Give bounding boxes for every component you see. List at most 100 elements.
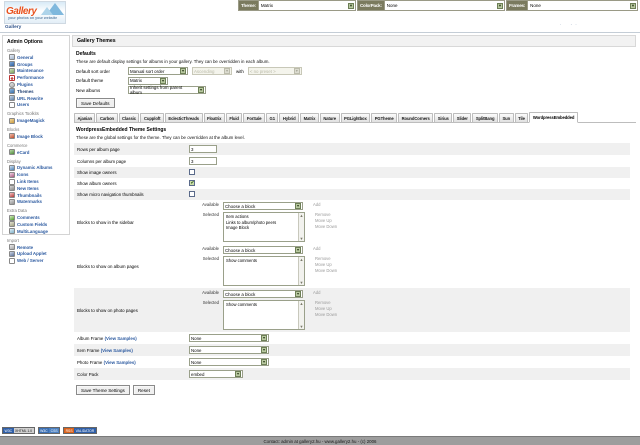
chevron-down-icon[interactable]: ▼: [180, 68, 186, 74]
chevron-down-icon[interactable]: ▼: [295, 247, 301, 253]
list-item[interactable]: Item actions: [226, 214, 249, 219]
blocks-sidebar-available-select[interactable]: Choose a block ▼: [223, 202, 303, 210]
colorpack-selector-group[interactable]: ColorPack: None ▼: [357, 0, 505, 11]
badge-xhtml[interactable]: W3C XHTML 1.0: [2, 427, 35, 434]
blocks-photo-move-up-link[interactable]: Move Up: [315, 306, 332, 311]
sidebar-item-ecard[interactable]: eCard: [6, 149, 67, 156]
preset-select[interactable]: < no preset > ▼: [247, 67, 302, 75]
chevron-down-icon[interactable]: ▼: [295, 291, 301, 297]
blocks-photo-selected-list[interactable]: Show comments ▲ ▼: [223, 300, 305, 330]
cols-per-page-input[interactable]: [189, 157, 217, 165]
blocks-photo-remove-link[interactable]: Remove: [315, 300, 331, 305]
tab-classic[interactable]: Classic: [118, 113, 140, 122]
sidebar-item-link-items[interactable]: Link Items: [6, 178, 67, 185]
new-albums-select[interactable]: Inherit settings from parent album ▼: [128, 85, 206, 95]
item-frame-view-samples-link[interactable]: (View Samples): [100, 347, 133, 353]
list-item[interactable]: Links to album/photo peers: [226, 219, 277, 225]
tab-eclecticthreads[interactable]: EclecticThreads: [164, 113, 203, 122]
photo-frame-select[interactable]: None ▼: [189, 358, 269, 366]
tab-splitbang[interactable]: SplitBang: [472, 113, 498, 122]
show-album-owners-checkbox[interactable]: [189, 180, 195, 186]
sidebar-item-themes[interactable]: Themes: [6, 88, 67, 95]
list-item[interactable]: Show comments: [226, 258, 257, 263]
tab-matrix[interactable]: Matrix: [300, 113, 319, 122]
blocks-sidebar-add-link[interactable]: Add: [313, 202, 321, 207]
chevron-down-icon[interactable]: ▼: [261, 359, 267, 365]
color-pack-select[interactable]: embed ▼: [189, 370, 243, 378]
tab-hybrid[interactable]: Hybrid: [279, 113, 300, 122]
sidebar-item-url-rewrite[interactable]: URL Rewrite: [6, 95, 67, 102]
chevron-down-icon[interactable]: ▼: [235, 371, 241, 377]
blocks-album-move-down-link[interactable]: Move Down: [315, 268, 338, 273]
show-micro-nav-checkbox[interactable]: [189, 191, 195, 197]
chevron-down-icon[interactable]: ▼: [348, 2, 354, 9]
default-sort-order-select[interactable]: Manual sort order ▼: [128, 67, 188, 75]
reset-button[interactable]: Reset: [132, 385, 155, 395]
blocks-album-move-up-link[interactable]: Move Up: [315, 262, 332, 267]
theme-select[interactable]: Matrix ▼: [257, 1, 355, 10]
tab-ajanian[interactable]: Ajanian: [74, 113, 96, 122]
save-theme-settings-button[interactable]: Save Theme Settings: [76, 385, 130, 395]
sidebar-item-upload-applet[interactable]: Upload Applet: [6, 250, 67, 257]
chevron-down-icon[interactable]: ▼: [293, 68, 300, 74]
save-defaults-button[interactable]: Save Defaults: [76, 98, 115, 108]
chevron-down-icon[interactable]: ▼: [261, 335, 267, 341]
sidebar-item-maintenance[interactable]: Maintenance: [6, 67, 67, 75]
breadcrumb[interactable]: Gallery: [5, 25, 22, 30]
chevron-down-icon[interactable]: ▼: [295, 203, 301, 209]
sidebar-item-plugins[interactable]: Plugins: [6, 81, 67, 88]
sidebar-item-performance[interactable]: ❖ Performance: [6, 74, 67, 81]
list-item[interactable]: Show comments: [226, 302, 257, 307]
tab-fluid[interactable]: Fluid: [225, 113, 243, 122]
blocks-sidebar-remove-link[interactable]: Remove: [315, 212, 331, 217]
tab-nature[interactable]: Nature: [319, 113, 340, 122]
sidebar-item-users[interactable]: Users: [6, 101, 67, 108]
chevron-down-icon[interactable]: ▼: [497, 2, 503, 9]
tab-sun[interactable]: Sun: [498, 113, 514, 122]
sidebar-item-groups[interactable]: Groups: [6, 61, 67, 68]
sidebar-item-custom-fields[interactable]: Custom Fields: [6, 221, 67, 228]
tab-sirius[interactable]: Sirius: [434, 113, 453, 122]
sidebar-item-web-server[interactable]: Web / Server: [6, 257, 67, 264]
blocks-sidebar-move-down-link[interactable]: Move Down: [315, 224, 338, 229]
sidebar-item-new-items[interactable]: New Items: [6, 185, 67, 192]
badge-rss[interactable]: RSS VALIDATOR: [63, 427, 97, 434]
blocks-sidebar-move-up-link[interactable]: Move Up: [315, 218, 332, 223]
sidebar-item-dynamic-albums[interactable]: Dynamic Albums: [6, 164, 67, 172]
list-item[interactable]: Image Block: [226, 225, 250, 230]
item-frame-select[interactable]: None ▼: [189, 346, 269, 354]
album-frame-view-samples-link[interactable]: (View Samples): [104, 335, 137, 341]
tab-floatrix[interactable]: Floatrix: [203, 113, 225, 122]
frames-select[interactable]: None ▼: [527, 1, 637, 10]
tab-pgtheme[interactable]: PGTheme: [371, 113, 398, 122]
tab-g1[interactable]: G1: [266, 113, 279, 122]
chevron-down-icon[interactable]: ▼: [630, 2, 636, 9]
blocks-album-available-select[interactable]: Choose a block ▼: [223, 246, 303, 254]
blocks-photo-move-down-link[interactable]: Move Down: [315, 312, 338, 317]
theme-selector-group[interactable]: Theme: Matrix ▼: [238, 0, 356, 11]
frames-selector-group[interactable]: Frames: None ▼: [506, 0, 638, 11]
chevron-down-icon[interactable]: ▼: [224, 68, 230, 74]
tab-forsale[interactable]: ForSale: [243, 113, 266, 122]
scrollbar[interactable]: ▲ ▼: [298, 301, 304, 329]
tab-pglightbox[interactable]: PGLightbox: [340, 113, 371, 122]
sidebar-item-comments[interactable]: Comments: [6, 214, 67, 221]
default-theme-select[interactable]: Matrix ▼: [128, 76, 168, 85]
chevron-down-icon[interactable]: ▼: [261, 347, 267, 353]
rows-per-page-input[interactable]: [189, 145, 217, 153]
show-image-owners-checkbox[interactable]: [189, 169, 195, 175]
sidebar-item-watermarks[interactable]: Watermarks: [6, 198, 67, 206]
tab-carbon[interactable]: Carbon: [96, 113, 118, 122]
sidebar-item-multilanguage[interactable]: MultiLanguage: [6, 228, 67, 235]
sidebar-item-icons[interactable]: Icons: [6, 171, 67, 178]
blocks-photo-available-select[interactable]: Choose a block ▼: [223, 290, 303, 298]
chevron-down-icon[interactable]: ▼: [160, 77, 166, 84]
sidebar-item-thumbnails[interactable]: Thumbnails: [6, 192, 67, 199]
scrollbar[interactable]: ▲ ▼: [298, 257, 304, 285]
chevron-down-icon[interactable]: ▼: [198, 87, 204, 93]
scrollbar[interactable]: ▲ ▼: [298, 213, 304, 241]
tab-roundcorners[interactable]: RoundCorners: [398, 113, 434, 122]
sidebar-item-remote[interactable]: Remote: [6, 244, 67, 251]
tab-cupploft[interactable]: Cupploft: [140, 113, 164, 122]
album-frame-select[interactable]: None ▼: [189, 334, 269, 342]
